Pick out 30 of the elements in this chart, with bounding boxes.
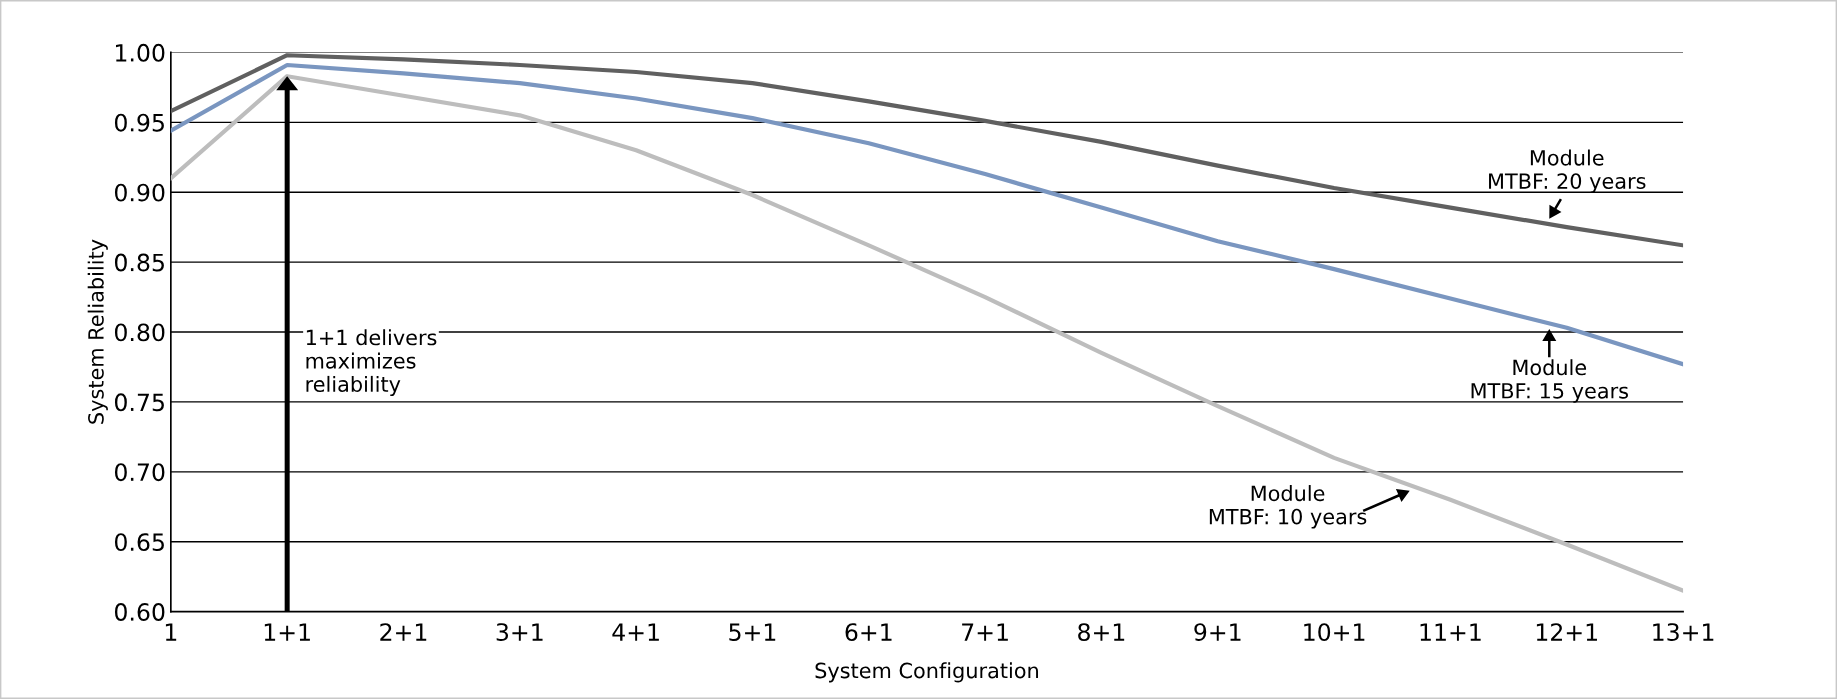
x-tick-label: 1	[165, 623, 177, 641]
x-tick-label: 2+1	[380, 623, 427, 641]
y-tick-label: 0.65	[114, 533, 164, 552]
x-axis-title: System Configuration	[815, 662, 1038, 683]
y-tick-label: 0.70	[114, 463, 165, 482]
line-series	[170, 74, 1684, 593]
x-tick-label: 12+1	[1536, 623, 1597, 641]
y-tick-label: 0.80	[114, 323, 165, 342]
y-tick-label: 0.60	[114, 603, 165, 621]
x-tick-label: 1+1	[264, 623, 310, 641]
x-tick-label: 5+1	[729, 623, 776, 642]
y-tick-label: 1.00	[116, 43, 165, 62]
y-tick-label: 0.90	[114, 183, 165, 202]
x-tick-label: 7+1	[962, 623, 1008, 641]
x-tick-label: 13+1	[1653, 623, 1714, 642]
series-label: Module MTBF: 15 years	[1471, 359, 1628, 403]
series-label: Module MTBF: 20 years	[1489, 149, 1646, 193]
x-tick-label: 6+1	[845, 623, 892, 642]
series-label: Module MTBF: 10 years	[1209, 485, 1367, 529]
x-tick-label: 3+1	[496, 623, 543, 642]
x-tick-label: 9+1	[1194, 623, 1241, 642]
y-axis-title: System Reliability	[87, 239, 108, 424]
y-tick-label: 0.75	[114, 393, 164, 412]
x-tick-label: 10+1	[1304, 623, 1365, 642]
x-tick-label: 11+1	[1420, 623, 1481, 641]
y-tick-label: 0.95	[114, 113, 164, 132]
x-tick-label: 4+1	[612, 623, 659, 641]
annotation: 1+1 delivers maximizes reliability	[306, 329, 437, 397]
x-tick-label: 8+1	[1078, 623, 1125, 642]
y-tick-label: 0.85	[114, 253, 164, 272]
